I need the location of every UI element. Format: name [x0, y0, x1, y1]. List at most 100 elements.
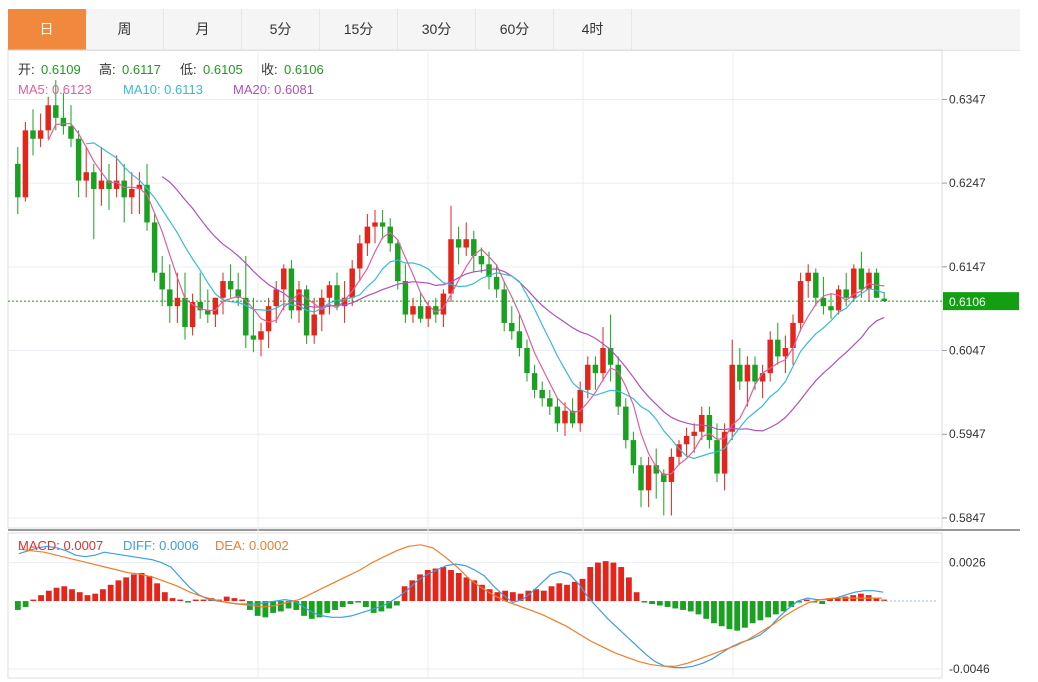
ohlc-value: 0.6117	[122, 62, 161, 77]
candle-body	[767, 339, 773, 374]
macd-bar	[455, 572, 462, 602]
macd-bar	[100, 589, 106, 602]
macd-bar	[308, 601, 315, 619]
tab-1[interactable]: 周	[86, 9, 164, 50]
macd-bar	[92, 593, 99, 602]
macd-bar	[169, 598, 176, 602]
candle-body	[516, 331, 523, 349]
candle-body	[478, 255, 485, 265]
macd-bar	[30, 599, 37, 602]
candle-body	[858, 268, 865, 290]
macd-bar	[602, 561, 609, 602]
candle-body	[425, 306, 431, 319]
candle-body	[486, 264, 492, 277]
macd-bar	[726, 601, 733, 630]
macd-bar	[703, 601, 710, 619]
macd-bar	[45, 590, 52, 602]
macd-bar	[370, 601, 377, 613]
tab-2[interactable]: 月	[164, 9, 242, 50]
candle-body	[243, 297, 249, 336]
candle-body	[212, 297, 219, 315]
tab-5[interactable]: 30分	[398, 9, 476, 50]
macd-bar	[22, 601, 29, 607]
macd-bar	[742, 601, 748, 628]
candle-body	[440, 293, 447, 315]
macd-bar	[486, 589, 493, 602]
tab-3[interactable]: 5分	[242, 9, 320, 50]
candle-body	[813, 272, 819, 298]
candle-body	[866, 272, 872, 290]
price-tick-label: 0.6347	[949, 92, 986, 106]
period-tabs: 日周月 5分 15分 30分 60分 4时	[8, 9, 1020, 51]
macd-bar	[734, 601, 741, 631]
macd-bar	[115, 580, 122, 602]
macd-bar	[138, 572, 145, 602]
price-tick-label: 0.5947	[949, 427, 986, 441]
diff-line	[18, 545, 884, 669]
macd-bar	[154, 583, 160, 602]
candle-body	[60, 117, 67, 127]
tab-0[interactable]: 日	[8, 9, 86, 50]
macd-bar	[339, 601, 346, 607]
price-tick-label: 0.6147	[949, 260, 986, 274]
macd-bar	[262, 601, 269, 618]
candle-body	[83, 172, 89, 181]
ma20-line	[161, 176, 885, 432]
candle-body	[881, 298, 887, 302]
candle-body	[699, 414, 705, 432]
candle-body	[630, 440, 637, 466]
macd-bar	[649, 601, 655, 605]
candle-body	[835, 289, 842, 311]
candle-body	[843, 289, 849, 298]
candle-body	[448, 239, 454, 294]
candle-body	[45, 105, 51, 131]
tab-4[interactable]: 15分	[320, 9, 398, 50]
tab-7[interactable]: 4时	[554, 9, 632, 50]
ohlc-value: 0.6105	[203, 62, 243, 77]
macd-bar	[517, 593, 524, 602]
candle-body	[372, 222, 378, 227]
macd-bar	[695, 601, 702, 615]
macd-bar	[610, 562, 617, 602]
macd-bar	[564, 584, 570, 602]
tab-6[interactable]: 60分	[476, 9, 554, 50]
candle-body	[121, 180, 127, 198]
macd-bar	[161, 592, 168, 602]
macd-bar	[834, 598, 841, 602]
macd-bar	[548, 586, 555, 602]
candle-body	[645, 465, 652, 491]
macd-bar	[881, 599, 888, 602]
candle-body	[721, 431, 728, 474]
macd-bar	[448, 569, 454, 602]
candle-body	[334, 285, 340, 307]
candle-body	[547, 398, 553, 407]
macd-bar	[231, 598, 238, 602]
last-price-tag	[943, 292, 1019, 311]
ohlc-label: 高:	[99, 62, 116, 77]
ohlc-value: 0.6106	[284, 62, 324, 77]
candle-body	[623, 406, 629, 441]
ohlc-value: 0.6109	[41, 62, 81, 77]
candle-body	[296, 289, 302, 311]
macd-bar	[401, 586, 408, 602]
candle-body	[737, 364, 743, 382]
macd-bar	[386, 601, 393, 609]
price-tick-label: 0.6247	[949, 176, 986, 190]
candle-body	[744, 364, 751, 382]
macd-bar	[479, 584, 485, 602]
candle-body	[790, 322, 796, 349]
candle-body	[683, 435, 690, 445]
macd-bar	[873, 598, 880, 602]
candle-body	[182, 297, 188, 328]
candle-body	[509, 322, 515, 332]
macd-bar	[556, 583, 563, 602]
candle-body	[539, 389, 545, 399]
macd-bar	[146, 575, 153, 602]
candle-body	[638, 465, 644, 491]
candle-body	[68, 126, 74, 139]
candle-body	[387, 226, 393, 244]
macd-bar	[409, 580, 416, 602]
candle-body	[851, 268, 857, 298]
candle-body	[220, 281, 226, 298]
